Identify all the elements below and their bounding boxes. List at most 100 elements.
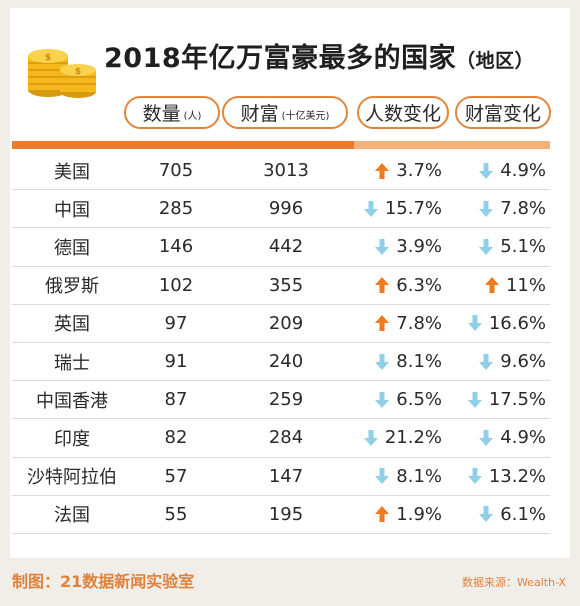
people-change-cell: 6.5% bbox=[352, 389, 448, 410]
wealth-change-cell: 4.9% bbox=[448, 160, 550, 181]
header-wealth: 财富 (十亿美元) bbox=[222, 96, 348, 129]
total-wealth: 209 bbox=[268, 312, 304, 334]
header-divider bbox=[12, 141, 550, 149]
page-title: 2018年亿万富豪最多的国家（地区） bbox=[104, 36, 554, 75]
people-change-value: 3.9% bbox=[396, 236, 442, 258]
wealth-change-cell: 5.1% bbox=[448, 236, 550, 257]
arrow-down-icon bbox=[467, 314, 483, 332]
arrow-down-icon bbox=[374, 391, 390, 409]
svg-text:$: $ bbox=[75, 67, 81, 77]
total-wealth: 3013 bbox=[263, 160, 309, 182]
people-change-value: 3.7% bbox=[396, 160, 442, 182]
total-wealth: 996 bbox=[268, 198, 304, 220]
arrow-up-icon bbox=[374, 162, 390, 180]
arrow-down-icon bbox=[467, 391, 483, 409]
total-wealth: 195 bbox=[268, 503, 304, 525]
table-row: 美国 705 3013 3.7% 4.9% bbox=[12, 152, 550, 191]
header-people-change-label: 人数变化 bbox=[364, 103, 441, 125]
table-row: 沙特阿拉伯 57 147 8.1% 13.2% bbox=[12, 458, 550, 496]
table-body: 美国 705 3013 3.7% 4.9% 中国 285 996 15.7% 7.8% 德国 146 4… bbox=[12, 152, 550, 534]
gold-coins-icon: $ $ bbox=[28, 49, 96, 98]
arrow-up-icon bbox=[374, 276, 390, 294]
people-change-cell: 8.1% bbox=[352, 466, 448, 487]
country-name: 沙特阿拉伯 bbox=[27, 467, 117, 489]
header-wealth-change-label: 财富变化 bbox=[464, 103, 541, 125]
arrow-down-icon bbox=[478, 429, 494, 447]
wealth-change-value: 11% bbox=[505, 274, 546, 296]
people-change-value: 8.1% bbox=[396, 351, 442, 373]
table-row: 英国 97 209 7.8% 16.6% bbox=[12, 305, 550, 343]
billionaire-count: 87 bbox=[164, 389, 188, 411]
total-wealth: 442 bbox=[268, 236, 304, 258]
country-name: 英国 bbox=[54, 314, 90, 336]
wealth-change-cell: 9.6% bbox=[448, 351, 550, 372]
header-wealth-label: 财富 bbox=[240, 103, 279, 125]
wealth-change-value: 17.5% bbox=[488, 389, 546, 411]
wealth-change-value: 16.6% bbox=[488, 312, 546, 334]
footer-credit: 制图：21数据新闻实验室 bbox=[12, 572, 195, 591]
header-wealth-unit: (十亿美元) bbox=[281, 111, 330, 122]
billionaire-count: 705 bbox=[158, 160, 194, 182]
footer-source: 数据来源：Wealth-X bbox=[461, 576, 566, 589]
country-name: 印度 bbox=[54, 428, 90, 450]
people-change-cell: 3.9% bbox=[352, 236, 448, 257]
people-change-value: 8.1% bbox=[396, 465, 442, 487]
wealth-change-value: 4.9% bbox=[500, 427, 546, 449]
billionaire-count: 102 bbox=[158, 274, 194, 296]
arrow-down-icon bbox=[374, 353, 390, 371]
people-change-value: 1.9% bbox=[396, 503, 442, 525]
wealth-change-value: 9.6% bbox=[500, 351, 546, 373]
people-change-cell: 6.3% bbox=[352, 275, 448, 296]
wealth-change-value: 7.8% bbox=[500, 198, 546, 220]
total-wealth: 259 bbox=[268, 389, 304, 411]
header-wealth-change: 财富变化 bbox=[455, 96, 551, 129]
country-name: 中国 bbox=[54, 199, 90, 221]
table-row: 中国 285 996 15.7% 7.8% bbox=[12, 190, 550, 229]
wealth-change-value: 4.9% bbox=[500, 160, 546, 182]
title-main: 2018年亿万富豪最多的国家 bbox=[104, 43, 457, 74]
wealth-change-value: 13.2% bbox=[488, 465, 546, 487]
billionaire-count: 82 bbox=[164, 427, 188, 449]
arrow-down-icon bbox=[374, 238, 390, 256]
arrow-down-icon bbox=[363, 200, 379, 218]
billionaire-count: 57 bbox=[164, 465, 188, 487]
header-count-unit: (人) bbox=[183, 111, 202, 122]
people-change-value: 7.8% bbox=[396, 312, 442, 334]
country-name: 德国 bbox=[54, 237, 90, 259]
header-count: 数量 (人) bbox=[124, 96, 220, 129]
table-row: 瑞士 91 240 8.1% 9.6% bbox=[12, 343, 550, 382]
wealth-change-cell: 6.1% bbox=[448, 504, 550, 525]
table-row: 法国 55 195 1.9% 6.1% bbox=[12, 496, 550, 534]
people-change-value: 6.3% bbox=[396, 274, 442, 296]
people-change-value: 21.2% bbox=[384, 427, 442, 449]
arrow-up-icon bbox=[374, 314, 390, 332]
billionaire-count: 55 bbox=[164, 503, 188, 525]
arrow-up-icon bbox=[374, 505, 390, 523]
wealth-change-cell: 16.6% bbox=[448, 313, 550, 334]
people-change-cell: 8.1% bbox=[352, 351, 448, 372]
table-row: 印度 82 284 21.2% 4.9% bbox=[12, 419, 550, 458]
country-name: 法国 bbox=[54, 505, 90, 527]
people-change-cell: 7.8% bbox=[352, 313, 448, 334]
wealth-change-cell: 11% bbox=[448, 275, 550, 296]
country-name: 中国香港 bbox=[36, 390, 108, 412]
billionaire-count: 97 bbox=[164, 312, 188, 334]
people-change-value: 6.5% bbox=[396, 389, 442, 411]
table-row: 俄罗斯 102 355 6.3% 11% bbox=[12, 267, 550, 305]
wealth-change-value: 6.1% bbox=[500, 503, 546, 525]
arrow-down-icon bbox=[467, 467, 483, 485]
billionaire-count: 91 bbox=[164, 351, 188, 373]
arrow-down-icon bbox=[374, 467, 390, 485]
country-name: 俄罗斯 bbox=[45, 276, 99, 298]
people-change-cell: 1.9% bbox=[352, 504, 448, 525]
header-people-change: 人数变化 bbox=[357, 96, 449, 129]
arrow-down-icon bbox=[478, 200, 494, 218]
wealth-change-cell: 13.2% bbox=[448, 466, 550, 487]
billionaire-count: 285 bbox=[158, 198, 194, 220]
header-count-label: 数量 bbox=[142, 103, 181, 125]
total-wealth: 240 bbox=[268, 351, 304, 373]
people-change-value: 15.7% bbox=[384, 198, 442, 220]
billionaire-count: 146 bbox=[158, 236, 194, 258]
table-row: 中国香港 87 259 6.5% 17.5% bbox=[12, 381, 550, 420]
arrow-down-icon bbox=[363, 429, 379, 447]
